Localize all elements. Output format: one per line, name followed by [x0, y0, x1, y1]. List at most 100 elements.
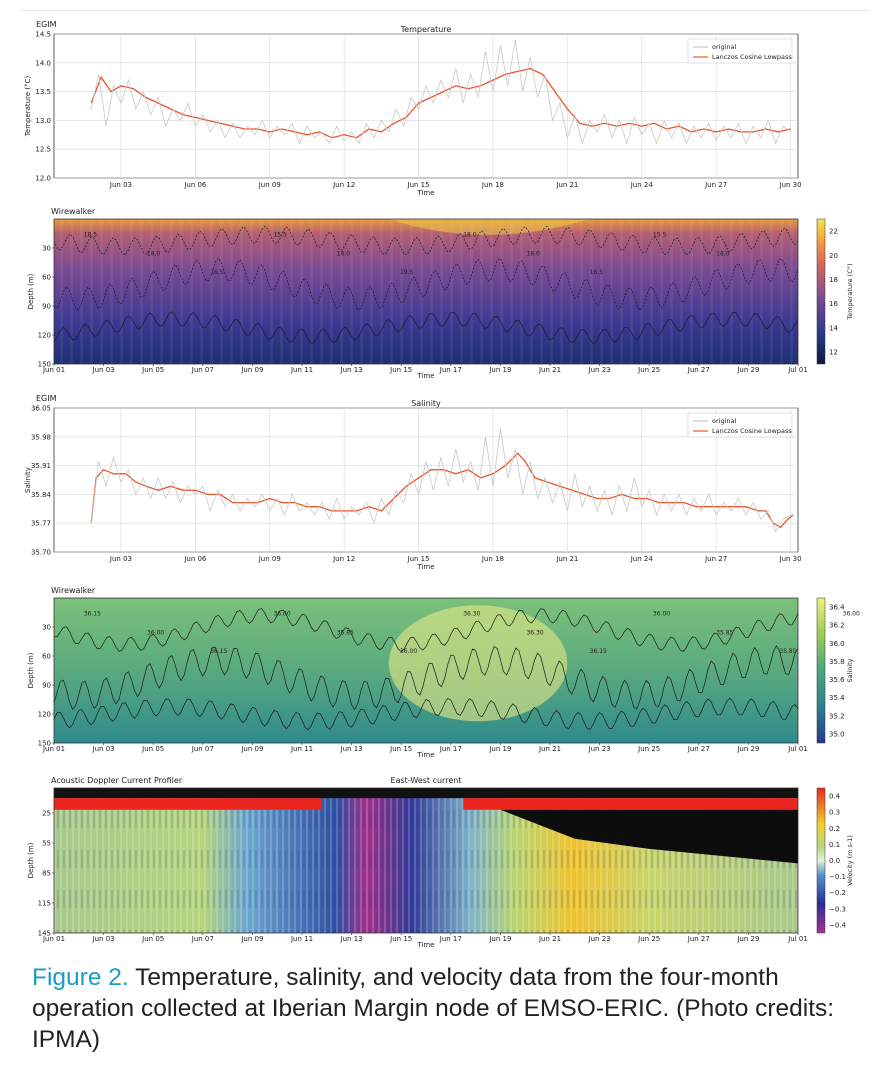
x-axis-label: Time [416, 563, 434, 571]
x-tick-label: Jun 23 [588, 935, 611, 943]
x-tick-label: Jun 24 [630, 181, 654, 189]
x-tick-label: Jun 18 [481, 555, 504, 563]
y-tick-label: 36.05 [31, 405, 51, 413]
legend-box [687, 38, 793, 64]
colorbar-tick-label: 14 [829, 324, 838, 332]
x-tick-label: Jun 03 [92, 935, 115, 943]
x-tick-label: Jun 15 [389, 745, 412, 753]
plot-area [53, 407, 799, 553]
y-tick-label: 12.0 [35, 175, 51, 183]
colorbar-tick-label: 18 [829, 276, 838, 284]
x-tick-label: Jun 29 [736, 366, 759, 374]
x-tick-label: Jun 03 [109, 555, 132, 563]
colorbar-tick-label: 36.2 [829, 622, 845, 630]
panel-label: Acoustic Doppler Current Profiler [51, 776, 183, 785]
x-tick-label: Jun 30 [779, 555, 802, 563]
x-tick-label: Jun 27 [687, 366, 710, 374]
chart-title: Temperature [400, 25, 452, 34]
x-tick-label: Jun 15 [389, 366, 412, 374]
x-tick-label: Jun 19 [488, 366, 511, 374]
y-axis-label: Temperature (°C) [24, 76, 32, 138]
contour-label: 15.5 [273, 231, 287, 238]
contour-label: 18.0 [463, 231, 477, 238]
y-tick-label: 150 [38, 740, 51, 748]
contour-line [53, 645, 799, 711]
colorbar-tick-label: 35.6 [829, 676, 845, 684]
panel-label: EGIM [36, 20, 57, 29]
x-tick-label: Jun 09 [240, 935, 263, 943]
x-tick-label: Jun 21 [555, 181, 578, 189]
contour-label: 36.15 [590, 648, 607, 655]
x-tick-label: Jun 12 [332, 181, 355, 189]
x-tick-label: Jun 13 [340, 366, 363, 374]
series-lowpass-line [90, 67, 791, 139]
x-tick-label: Jun 09 [240, 366, 263, 374]
x-tick-label: Jun 09 [258, 555, 281, 563]
contour-label: 35.85 [716, 629, 733, 636]
colorbar-tick-label: −0.2 [829, 889, 846, 897]
colorbar-tick-label: 0.2 [829, 825, 840, 833]
y-tick-label: 90 [42, 682, 51, 690]
contour-label: 36.15 [84, 610, 101, 617]
plot-area [53, 33, 799, 179]
plot-frame [53, 218, 799, 365]
y-tick-label: 25 [42, 810, 51, 818]
colorbar [816, 218, 826, 365]
x-tick-label: Jun 30 [779, 181, 802, 189]
legend-entry-original: original [712, 417, 736, 425]
colorbar-tick-label: −0.3 [829, 905, 846, 913]
x-tick-label: Jun 29 [736, 745, 759, 753]
x-tick-label: Jun 23 [588, 366, 611, 374]
heatmap-panel: 18.5 18.0 16.5 15.5 18.0 19.5 18.0 18.0 16.5 15.5… [27, 207, 854, 380]
y-tick-label: 14.0 [35, 59, 51, 67]
x-axis-label: Time [416, 751, 434, 759]
x-tick-label: Jun 03 [92, 366, 115, 374]
x-tick-label: Jun 19 [488, 745, 511, 753]
x-tick-label: Jun 05 [141, 745, 164, 753]
contour-label: 19.5 [400, 269, 414, 276]
x-tick-label: Jun 27 [687, 745, 710, 753]
caption-text: Temperature, salinity, and velocity data… [32, 964, 835, 1053]
y-tick-label: 30 [42, 245, 51, 253]
x-tick-label: Jun 09 [258, 181, 281, 189]
heatmap-stripes [54, 219, 798, 364]
y-axis-label: Depth (m) [27, 842, 35, 878]
legend-entry-lowpass: Lanczos Cosine Lowpass [712, 427, 792, 435]
colorbar-tick-label: 0.1 [829, 841, 840, 849]
surface-red-band-left [54, 798, 322, 810]
colorbar-tick-label: 35.4 [829, 694, 845, 702]
y-axis-label: Depth (m) [27, 273, 35, 309]
top-divider [20, 10, 870, 11]
x-tick-label: Jun 21 [538, 935, 561, 943]
x-tick-label: Jun 25 [637, 745, 660, 753]
x-tick-label: Jun 24 [630, 555, 654, 563]
contour-label: 36.00 [843, 610, 860, 617]
legend-box [687, 412, 793, 438]
y-tick-label: 35.91 [31, 462, 51, 470]
x-tick-label: Jun 15 [407, 181, 430, 189]
y-tick-label: 60 [42, 274, 51, 282]
x-axis-label: Time [416, 941, 434, 949]
x-tick-label: Jun 29 [736, 935, 759, 943]
y-tick-label: 13.5 [35, 88, 51, 96]
line-panel: 12.0 12.5 13.0 13.5 14.0 14.5 Jun 03 Jun 06 Jun … [24, 20, 802, 197]
contour-line [53, 608, 799, 653]
colorbar-tick-label: 20 [829, 252, 838, 260]
y-tick-label: 150 [38, 361, 51, 369]
x-tick-label: Jun 12 [332, 555, 355, 563]
colorbar-tick-label: 36.4 [829, 604, 845, 612]
panel-label: EGIM [36, 394, 57, 403]
x-tick-label: Jun 27 [704, 555, 727, 563]
contour-label: 36.00 [400, 648, 417, 655]
x-tick-label: Jun 05 [141, 935, 164, 943]
x-tick-label: Jun 13 [340, 935, 363, 943]
x-tick-label: Jun 27 [704, 181, 727, 189]
x-axis-label: Time [416, 189, 434, 197]
plot-frame [53, 597, 799, 744]
figure-number: Figure 2. [32, 964, 129, 991]
x-tick-label: Jun 17 [439, 366, 462, 374]
contour-label: 36.30 [463, 610, 480, 617]
x-tick-label: Jun 11 [290, 366, 313, 374]
contour-label: 18.0 [337, 250, 351, 257]
